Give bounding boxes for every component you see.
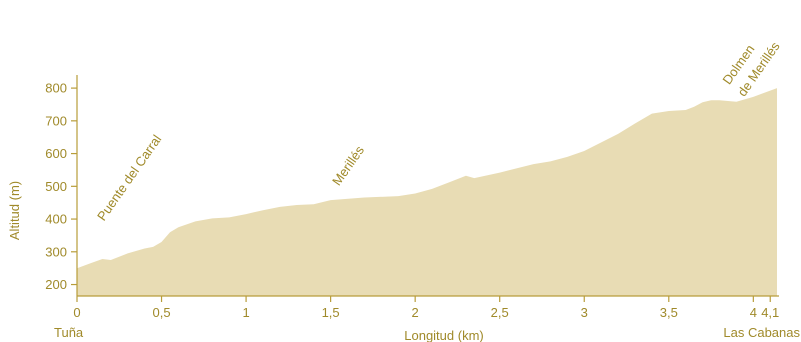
elevation-area [77,88,777,296]
y-tick-label: 700 [45,113,67,128]
x-tick-label: 1,5 [322,305,340,320]
area-layer [77,88,777,296]
x-tick-label: 0,5 [153,305,171,320]
x-tick-label: 2,5 [491,305,509,320]
y-tick-label: 500 [45,179,67,194]
axes-layer: 200 300 400 500 600 700 800 0 0,5 1 1,5 2 2,5 3 3,5 4 4,… [45,75,779,320]
waypoint-annotation: Puente del Carral [94,132,164,224]
y-tick-label: 400 [45,212,67,227]
x-axis-title: Longitud (km) [404,328,483,342]
x-tick-label: 4 [750,305,757,320]
y-tick-label: 200 [45,277,67,292]
y-tick-label: 800 [45,81,67,96]
x-tick-label: 3 [581,305,588,320]
y-axis-title: Altitud (m) [7,181,22,240]
y-tick-label: 600 [45,146,67,161]
x-tick-label: 1 [242,305,249,320]
x-tick-label: 4,1 [761,305,779,320]
x-tick-label: 2 [412,305,419,320]
x-tick-label: 0 [73,305,80,320]
end-place-label: Las Cabanas [723,325,800,340]
y-tick-label: 300 [45,244,67,259]
waypoint-annotation: Merillés [329,143,367,189]
x-tick-label: 3,5 [660,305,678,320]
start-place-label: Tuña [54,325,84,340]
